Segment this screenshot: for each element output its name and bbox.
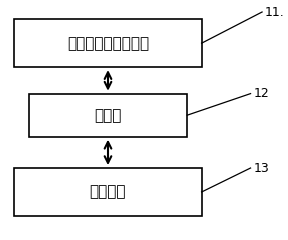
Text: 12: 12: [253, 87, 269, 100]
Text: 主电路: 主电路: [94, 108, 122, 123]
Bar: [14, 168, 202, 216]
Text: 13: 13: [253, 162, 269, 174]
Text: 霍尔式角行程传感器: 霍尔式角行程传感器: [67, 36, 149, 51]
Text: 附属电路: 附属电路: [90, 185, 126, 199]
Bar: [14, 19, 202, 67]
Bar: [29, 94, 187, 137]
Text: 11.: 11.: [265, 6, 285, 18]
